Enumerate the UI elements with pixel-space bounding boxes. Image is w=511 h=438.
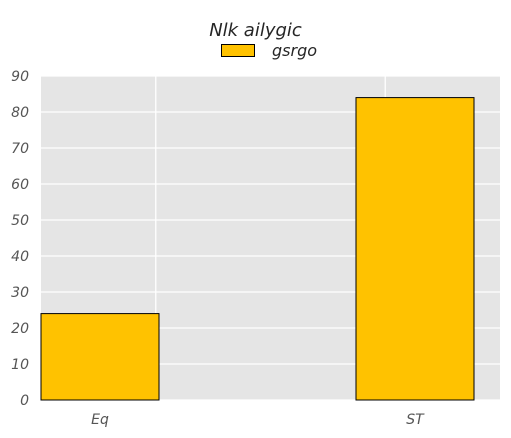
y-tick-label: 60	[11, 177, 29, 193]
y-tick-label: 30	[11, 285, 29, 301]
chart-title: Nlk ailygic	[209, 20, 302, 41]
y-tick-label: 40	[11, 249, 29, 265]
y-tick-label: 80	[11, 105, 29, 121]
bar-eq	[40, 313, 160, 401]
x-tick-label: ST	[406, 412, 425, 428]
y-tick-label: 0	[20, 393, 29, 409]
bar-st	[355, 97, 475, 401]
y-tick-label: 10	[11, 357, 29, 373]
y-tick-label: 90	[11, 69, 29, 85]
legend-swatch	[221, 43, 255, 57]
legend-label: gsrgo	[272, 40, 318, 60]
legend: gsrgo	[221, 40, 318, 60]
y-tick-label: 50	[11, 213, 29, 229]
y-tick-label: 20	[11, 321, 29, 337]
x-tick-label: Eq	[91, 412, 109, 428]
y-tick-label: 70	[11, 141, 29, 157]
